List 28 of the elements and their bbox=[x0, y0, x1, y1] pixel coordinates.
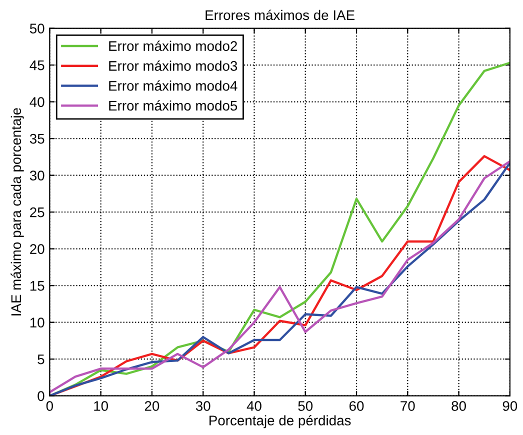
legend-label: Error máximo modo4 bbox=[109, 80, 238, 91]
legend-label: Error máximo modo5 bbox=[109, 100, 238, 111]
x-tick-label: 90 bbox=[502, 401, 518, 411]
x-tick-label: 70 bbox=[400, 401, 415, 411]
x-tick-label: 80 bbox=[452, 401, 466, 411]
y-axis-title: IAE máximo para cada porcentaje bbox=[10, 108, 24, 316]
y-tick-label: 40 bbox=[30, 97, 44, 107]
x-axis-title: Porcentaje de pérdidas bbox=[210, 415, 351, 428]
legend-label: Error máximo modo2 bbox=[109, 40, 237, 51]
y-tick-label: 35 bbox=[30, 134, 44, 144]
y-tick-label: 45 bbox=[30, 60, 44, 70]
y-tick-label: 10 bbox=[30, 318, 44, 328]
y-tick-label: 20 bbox=[30, 244, 44, 254]
chart-title: Errores máximos de IAE bbox=[206, 10, 354, 20]
y-tick-label: 5 bbox=[38, 354, 44, 364]
x-tick-label: 60 bbox=[349, 401, 364, 411]
x-tick-label: 50 bbox=[298, 401, 313, 411]
x-tick-label: 40 bbox=[246, 401, 262, 411]
x-tick-label: 30 bbox=[196, 401, 210, 411]
y-tick-label: 0 bbox=[38, 391, 44, 402]
x-tick-label: 0 bbox=[46, 401, 54, 411]
y-tick-label: 15 bbox=[30, 281, 44, 291]
legend-label: Error máximo modo3 bbox=[109, 60, 238, 71]
y-tick-label: 25 bbox=[30, 207, 44, 218]
x-tick-label: 20 bbox=[144, 401, 160, 411]
y-tick-label: 50 bbox=[30, 24, 44, 34]
y-tick-label: 30 bbox=[30, 170, 44, 180]
x-tick-label: 10 bbox=[94, 401, 108, 411]
